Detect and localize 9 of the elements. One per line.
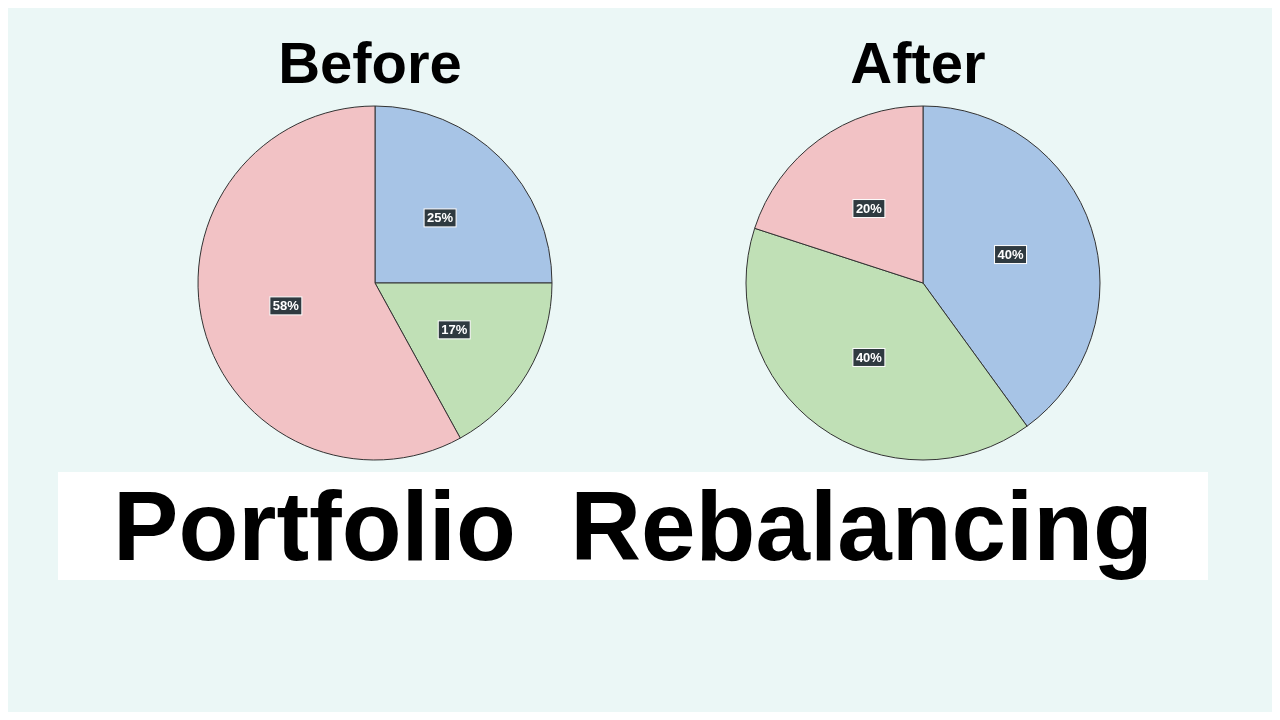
text: Portfolio Rebalancing xyxy=(58,471,1208,581)
data-label: 25% xyxy=(427,210,454,226)
data-label: 40% xyxy=(855,349,883,365)
chart-title: Before xyxy=(277,29,463,97)
data-label: 17% xyxy=(441,322,468,338)
data-label: 40% xyxy=(997,247,1024,263)
chart-title: After xyxy=(849,29,987,97)
data-label: 20% xyxy=(855,201,883,217)
data-label: 58% xyxy=(272,298,300,314)
